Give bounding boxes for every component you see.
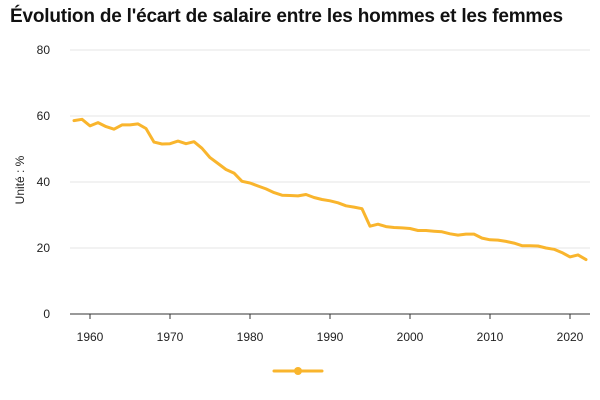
x-tick-label: 2000 [397, 330, 424, 344]
series-layer [72, 117, 588, 262]
x-tick-label: 1980 [237, 330, 264, 344]
legend-marker [294, 367, 302, 375]
y-tick-label: 40 [37, 175, 51, 189]
grid-layer [70, 49, 590, 315]
y-tick-label: 20 [37, 241, 51, 255]
x-tick-label: 2020 [557, 330, 584, 344]
axis-layer: 0 20 40 60 80 1960 1970 1980 1990 2000 2010 2020 [37, 43, 590, 344]
series-line [72, 117, 588, 262]
y-tick-label: 0 [43, 307, 50, 321]
legend [272, 367, 324, 375]
x-tick-label: 1970 [157, 330, 184, 344]
y-tick-label: 60 [37, 109, 51, 123]
x-tick-label: 1990 [317, 330, 344, 344]
chart-title: Évolution de l'écart de salaire entre le… [10, 6, 563, 27]
x-tick-label: 1960 [77, 330, 104, 344]
x-tick-label: 2010 [477, 330, 504, 344]
y-tick-label: 80 [37, 43, 51, 57]
y-axis-label: Unité : % [13, 155, 27, 204]
